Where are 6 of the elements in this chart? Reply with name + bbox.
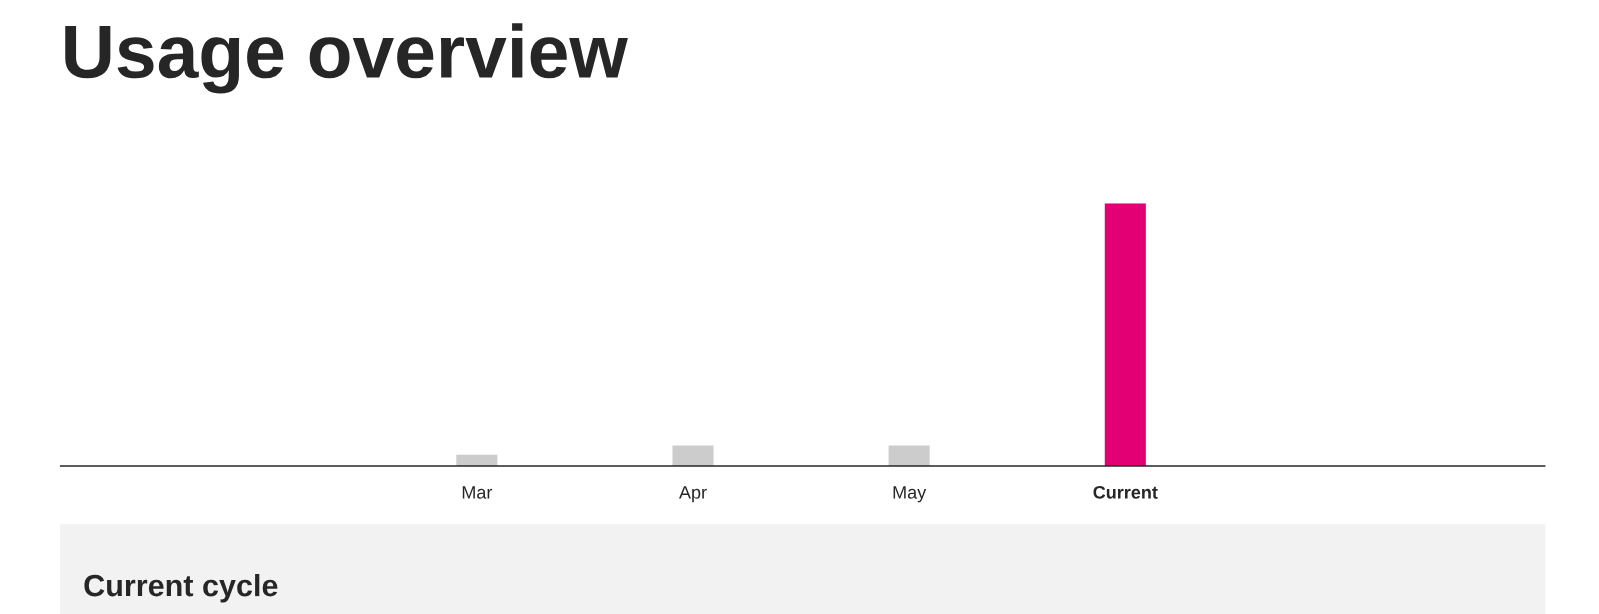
x-tick-label: Apr (678, 486, 707, 503)
chart-title: Usage overview (65, 23, 628, 94)
x-tick-label: May (893, 486, 927, 503)
x-tick-label: Current (1093, 485, 1158, 499)
x-tick-label: Mar (462, 486, 493, 499)
text: Current cycle (84, 573, 278, 603)
